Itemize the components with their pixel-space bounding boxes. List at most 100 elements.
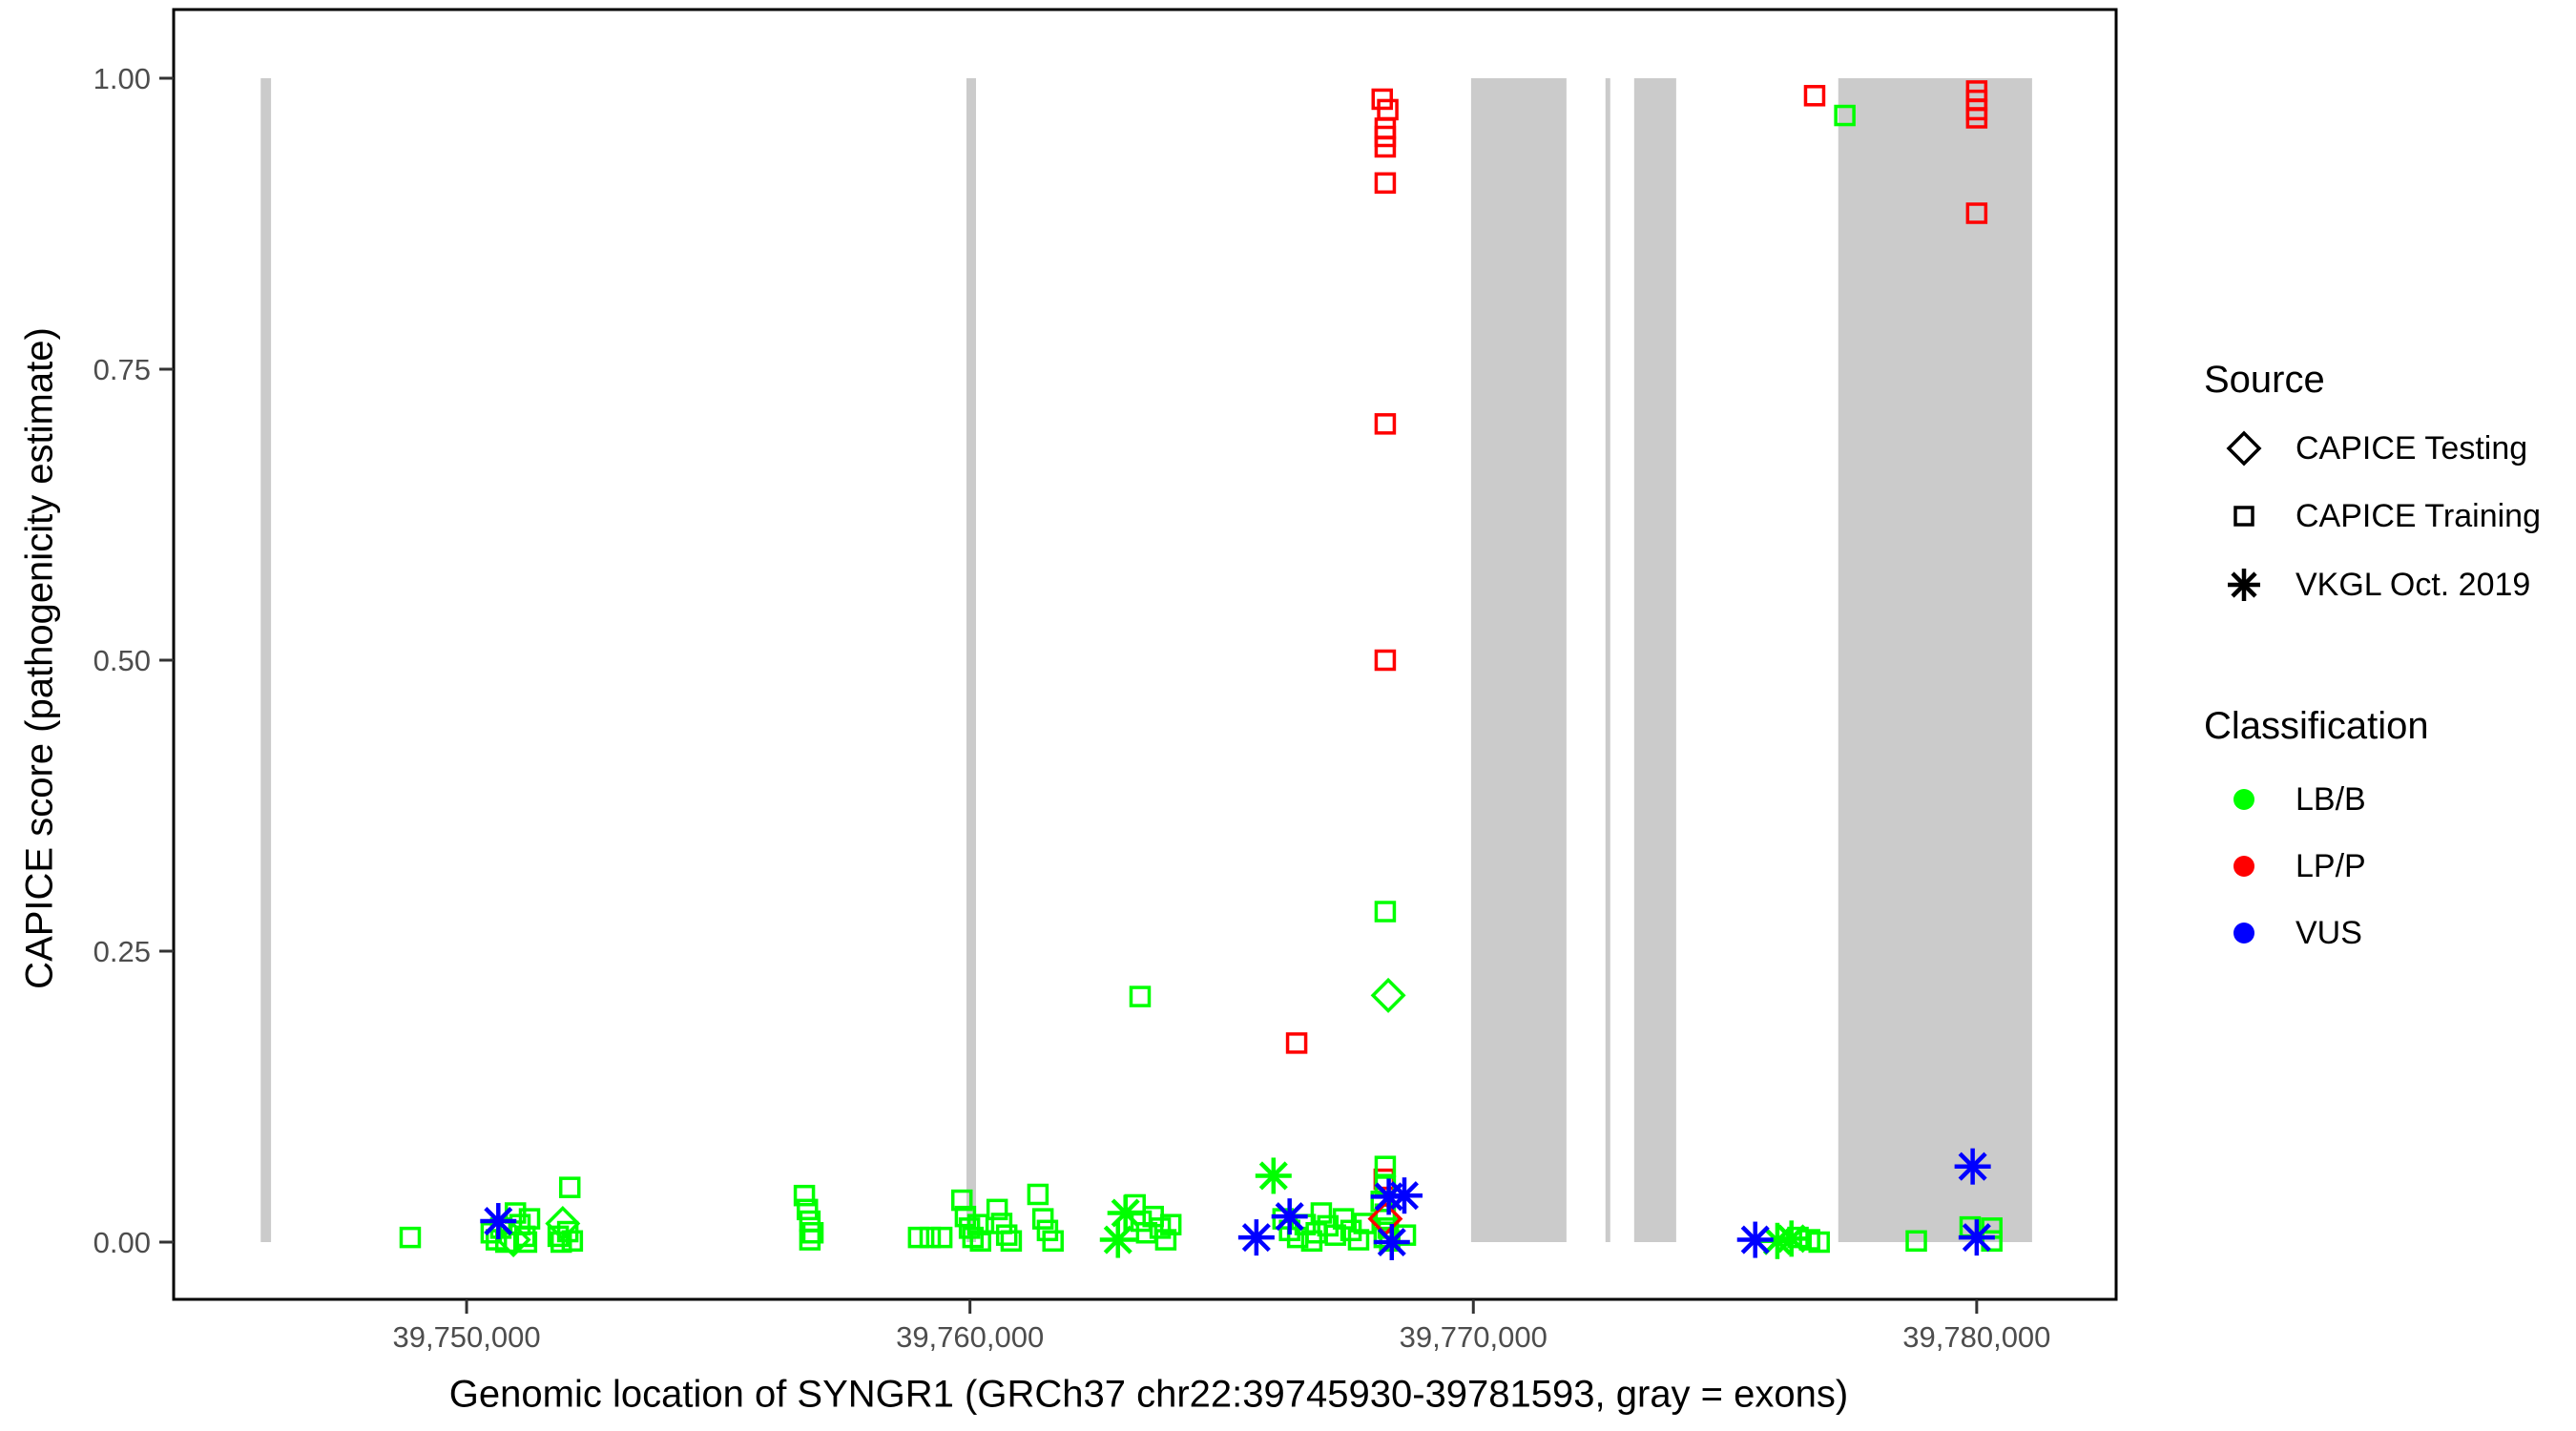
point-asterisk xyxy=(1373,1224,1410,1260)
exon-band xyxy=(1633,78,1676,1242)
lbb-dot-icon xyxy=(2233,789,2254,810)
legend-item-label: VKGL Oct. 2019 xyxy=(2296,566,2531,603)
point-square xyxy=(1154,1229,1177,1251)
point-square xyxy=(1310,1202,1333,1224)
point-asterisk xyxy=(1099,1221,1136,1258)
point-asterisk xyxy=(1773,1220,1810,1257)
legend-source-title: Source xyxy=(2204,359,2325,401)
legend-item-lbb: LB/B xyxy=(2204,775,2366,824)
point-square xyxy=(969,1230,991,1253)
point-square xyxy=(1808,1231,1830,1254)
point-square xyxy=(515,1231,538,1254)
point-square xyxy=(796,1198,819,1221)
point-square xyxy=(551,1231,572,1254)
asterisk-stroke xyxy=(484,1207,513,1236)
point-square xyxy=(801,1221,824,1244)
y-tick-label: 0.25 xyxy=(93,935,151,968)
point-square xyxy=(1285,1032,1308,1054)
exon-band xyxy=(1470,78,1567,1242)
asterisk-stroke xyxy=(1958,1151,1987,1181)
asterisk-stroke xyxy=(1275,1202,1304,1232)
x-tick-label: 39,760,000 xyxy=(896,1320,1044,1354)
point-square xyxy=(966,1213,989,1235)
y-axis-title: CAPICE score (pathogenicity estimate) xyxy=(18,327,61,989)
legend-item-label: VUS xyxy=(2296,914,2362,951)
square-icon xyxy=(2233,506,2254,527)
point-asterisk xyxy=(480,1203,517,1240)
point-asterisk xyxy=(1958,1219,1995,1256)
asterisk-stroke xyxy=(1241,1223,1271,1253)
point-square xyxy=(1374,135,1397,158)
plot-panel xyxy=(172,8,2118,1301)
point-square xyxy=(1031,1208,1054,1230)
diamond-icon xyxy=(2226,430,2262,467)
point-square xyxy=(1347,1229,1370,1251)
legend-item-label: CAPICE Testing xyxy=(2296,429,2528,467)
asterisk-stroke xyxy=(1258,1161,1288,1191)
vus-dot-icon xyxy=(2233,923,2254,944)
point-square xyxy=(1374,413,1397,435)
exon-band xyxy=(966,78,976,1242)
point-square xyxy=(1027,1183,1049,1206)
point-square xyxy=(986,1198,1008,1221)
point-asterisk xyxy=(1255,1157,1292,1194)
point-square xyxy=(930,1226,953,1249)
y-tick-label: 1.00 xyxy=(93,62,151,95)
point-square xyxy=(399,1226,422,1249)
x-tick-label: 39,780,000 xyxy=(1902,1320,2050,1354)
point-square xyxy=(1905,1230,1927,1253)
point-square xyxy=(1124,1193,1146,1216)
legend-item-capice-testing: CAPICE Testing xyxy=(2204,424,2527,473)
legend-item-vkgl: VKGL Oct. 2019 xyxy=(2204,560,2530,610)
legend-item-label: LP/P xyxy=(2296,847,2366,884)
point-asterisk xyxy=(1271,1198,1308,1235)
x-axis-title: Genomic location of SYNGR1 (GRCh37 chr22… xyxy=(448,1373,1849,1416)
legend-item-label: LB/B xyxy=(2296,780,2366,818)
asterisk-stroke xyxy=(1962,1223,1991,1253)
legend-item-vus: VUS xyxy=(2204,908,2362,958)
y-tick-label: 0.00 xyxy=(93,1226,151,1259)
exon-band xyxy=(1605,78,1610,1242)
asterisk-stroke xyxy=(1740,1225,1770,1255)
asterisk-stroke xyxy=(1377,1227,1406,1257)
point-square xyxy=(995,1224,1018,1246)
point-asterisk xyxy=(1954,1148,1991,1185)
point-square xyxy=(561,1230,584,1253)
point-square xyxy=(793,1184,816,1207)
legend-item-label: CAPICE Training xyxy=(2296,497,2541,534)
exon-band xyxy=(1838,78,2032,1242)
point-square xyxy=(518,1208,541,1230)
lpp-dot-icon xyxy=(2233,856,2254,877)
point-square xyxy=(1374,901,1397,923)
point-square xyxy=(1374,649,1397,672)
point-square xyxy=(1000,1230,1023,1253)
point-asterisk xyxy=(1736,1221,1774,1258)
y-tick-label: 0.75 xyxy=(93,353,151,386)
point-square xyxy=(950,1189,973,1212)
point-square xyxy=(1787,1226,1809,1249)
point-square xyxy=(1159,1213,1182,1235)
point-square xyxy=(1965,107,1988,129)
legend-item-lpp: LP/P xyxy=(2204,841,2366,891)
point-square xyxy=(558,1176,581,1198)
asterisk-stroke xyxy=(1389,1181,1420,1211)
point-square xyxy=(1965,202,1988,224)
point-asterisk xyxy=(1237,1219,1275,1256)
point-square xyxy=(1803,85,1826,107)
point-square xyxy=(1374,1155,1397,1177)
legend-item-capice-training: CAPICE Training xyxy=(2204,491,2541,541)
asterisk-stroke xyxy=(1103,1225,1132,1255)
x-tick-label: 39,770,000 xyxy=(1400,1320,1548,1354)
asterisk-icon xyxy=(2228,569,2260,601)
y-tick-label: 0.50 xyxy=(93,644,151,677)
point-square xyxy=(907,1226,930,1249)
point-square xyxy=(919,1226,942,1249)
exon-band xyxy=(260,78,272,1242)
x-tick-label: 39,750,000 xyxy=(392,1320,540,1354)
point-asterisk xyxy=(1385,1177,1423,1214)
point-square xyxy=(1374,172,1397,195)
point-square xyxy=(1042,1230,1064,1253)
legend-classification-title: Classification xyxy=(2204,705,2429,747)
